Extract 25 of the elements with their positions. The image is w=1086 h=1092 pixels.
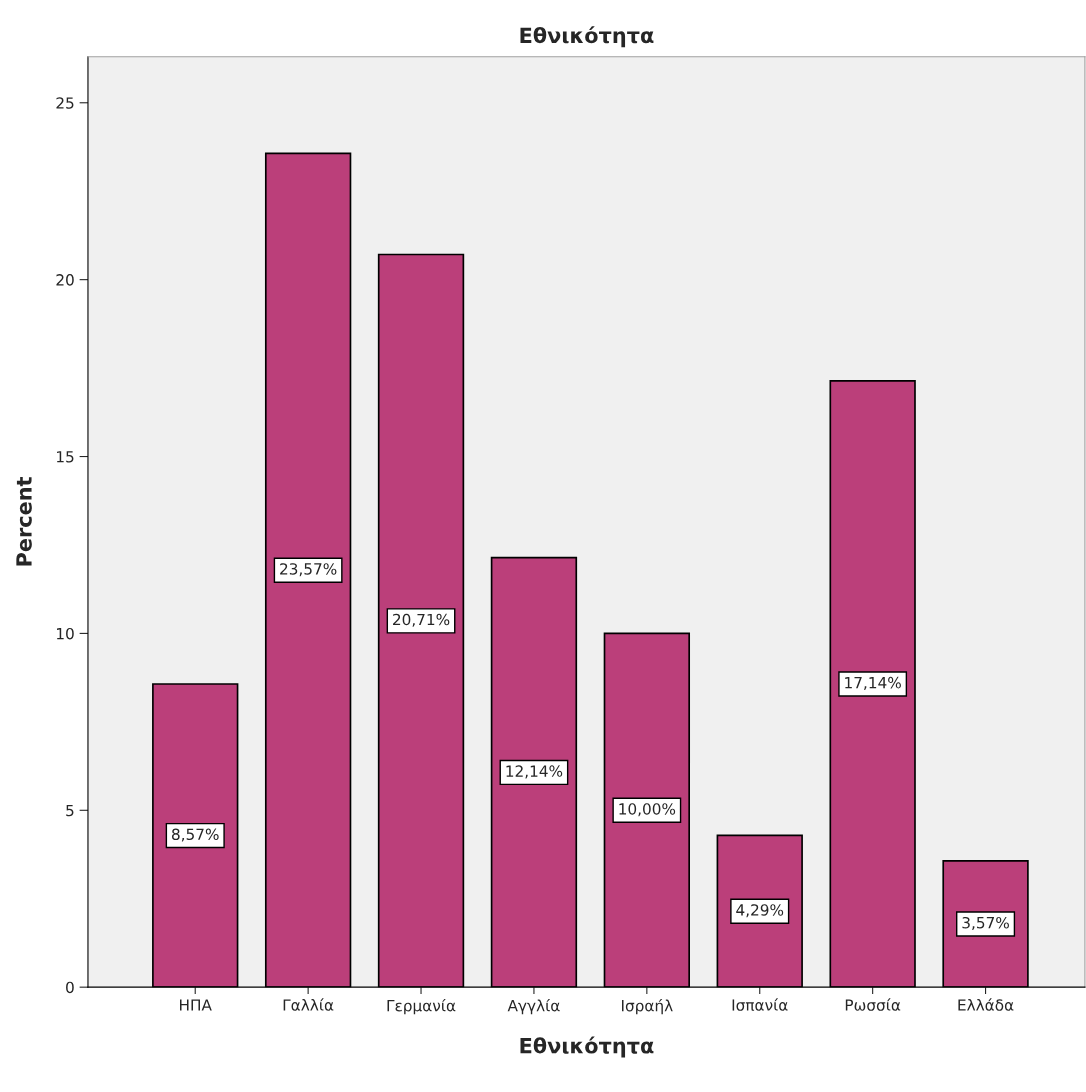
y-tick-label: 0 [66,981,74,994]
x-axis-title: Εθνικότητα [520,1036,654,1058]
data-label: 20,71% [393,613,450,627]
y-tick-label: 15 [57,451,74,463]
y-tick-label: 25 [56,97,74,109]
data-label: 8,57% [171,828,219,842]
x-tick-label: Ισραήλ [622,998,673,1015]
data-label: 23,57% [280,563,337,577]
x-tick-label: Γαλλία [283,998,334,1011]
x-tick-label: ΗΠΑ [180,999,212,1011]
chart-title: Εθνικότητα [520,26,654,48]
y-tick-label: 5 [66,804,74,817]
x-tick-label: Αγγλία [507,998,560,1015]
x-tick-label: Ελλάδα [958,998,1014,1011]
y-tick-label: 20 [56,274,74,286]
data-label: 17,14% [845,676,901,690]
data-label: 10,00% [619,803,676,817]
x-tick-label: Γερμανία [387,998,456,1015]
data-label: 12,14% [506,765,563,779]
data-label: 3,57% [962,916,1009,931]
x-tick-label: Ρωσσία [845,998,901,1011]
y-axis-title: Percent [16,476,32,566]
y-tick-label: 10 [57,627,74,640]
data-label: 4,29% [736,904,784,918]
x-tick-label: Ισπανία [732,998,788,1011]
